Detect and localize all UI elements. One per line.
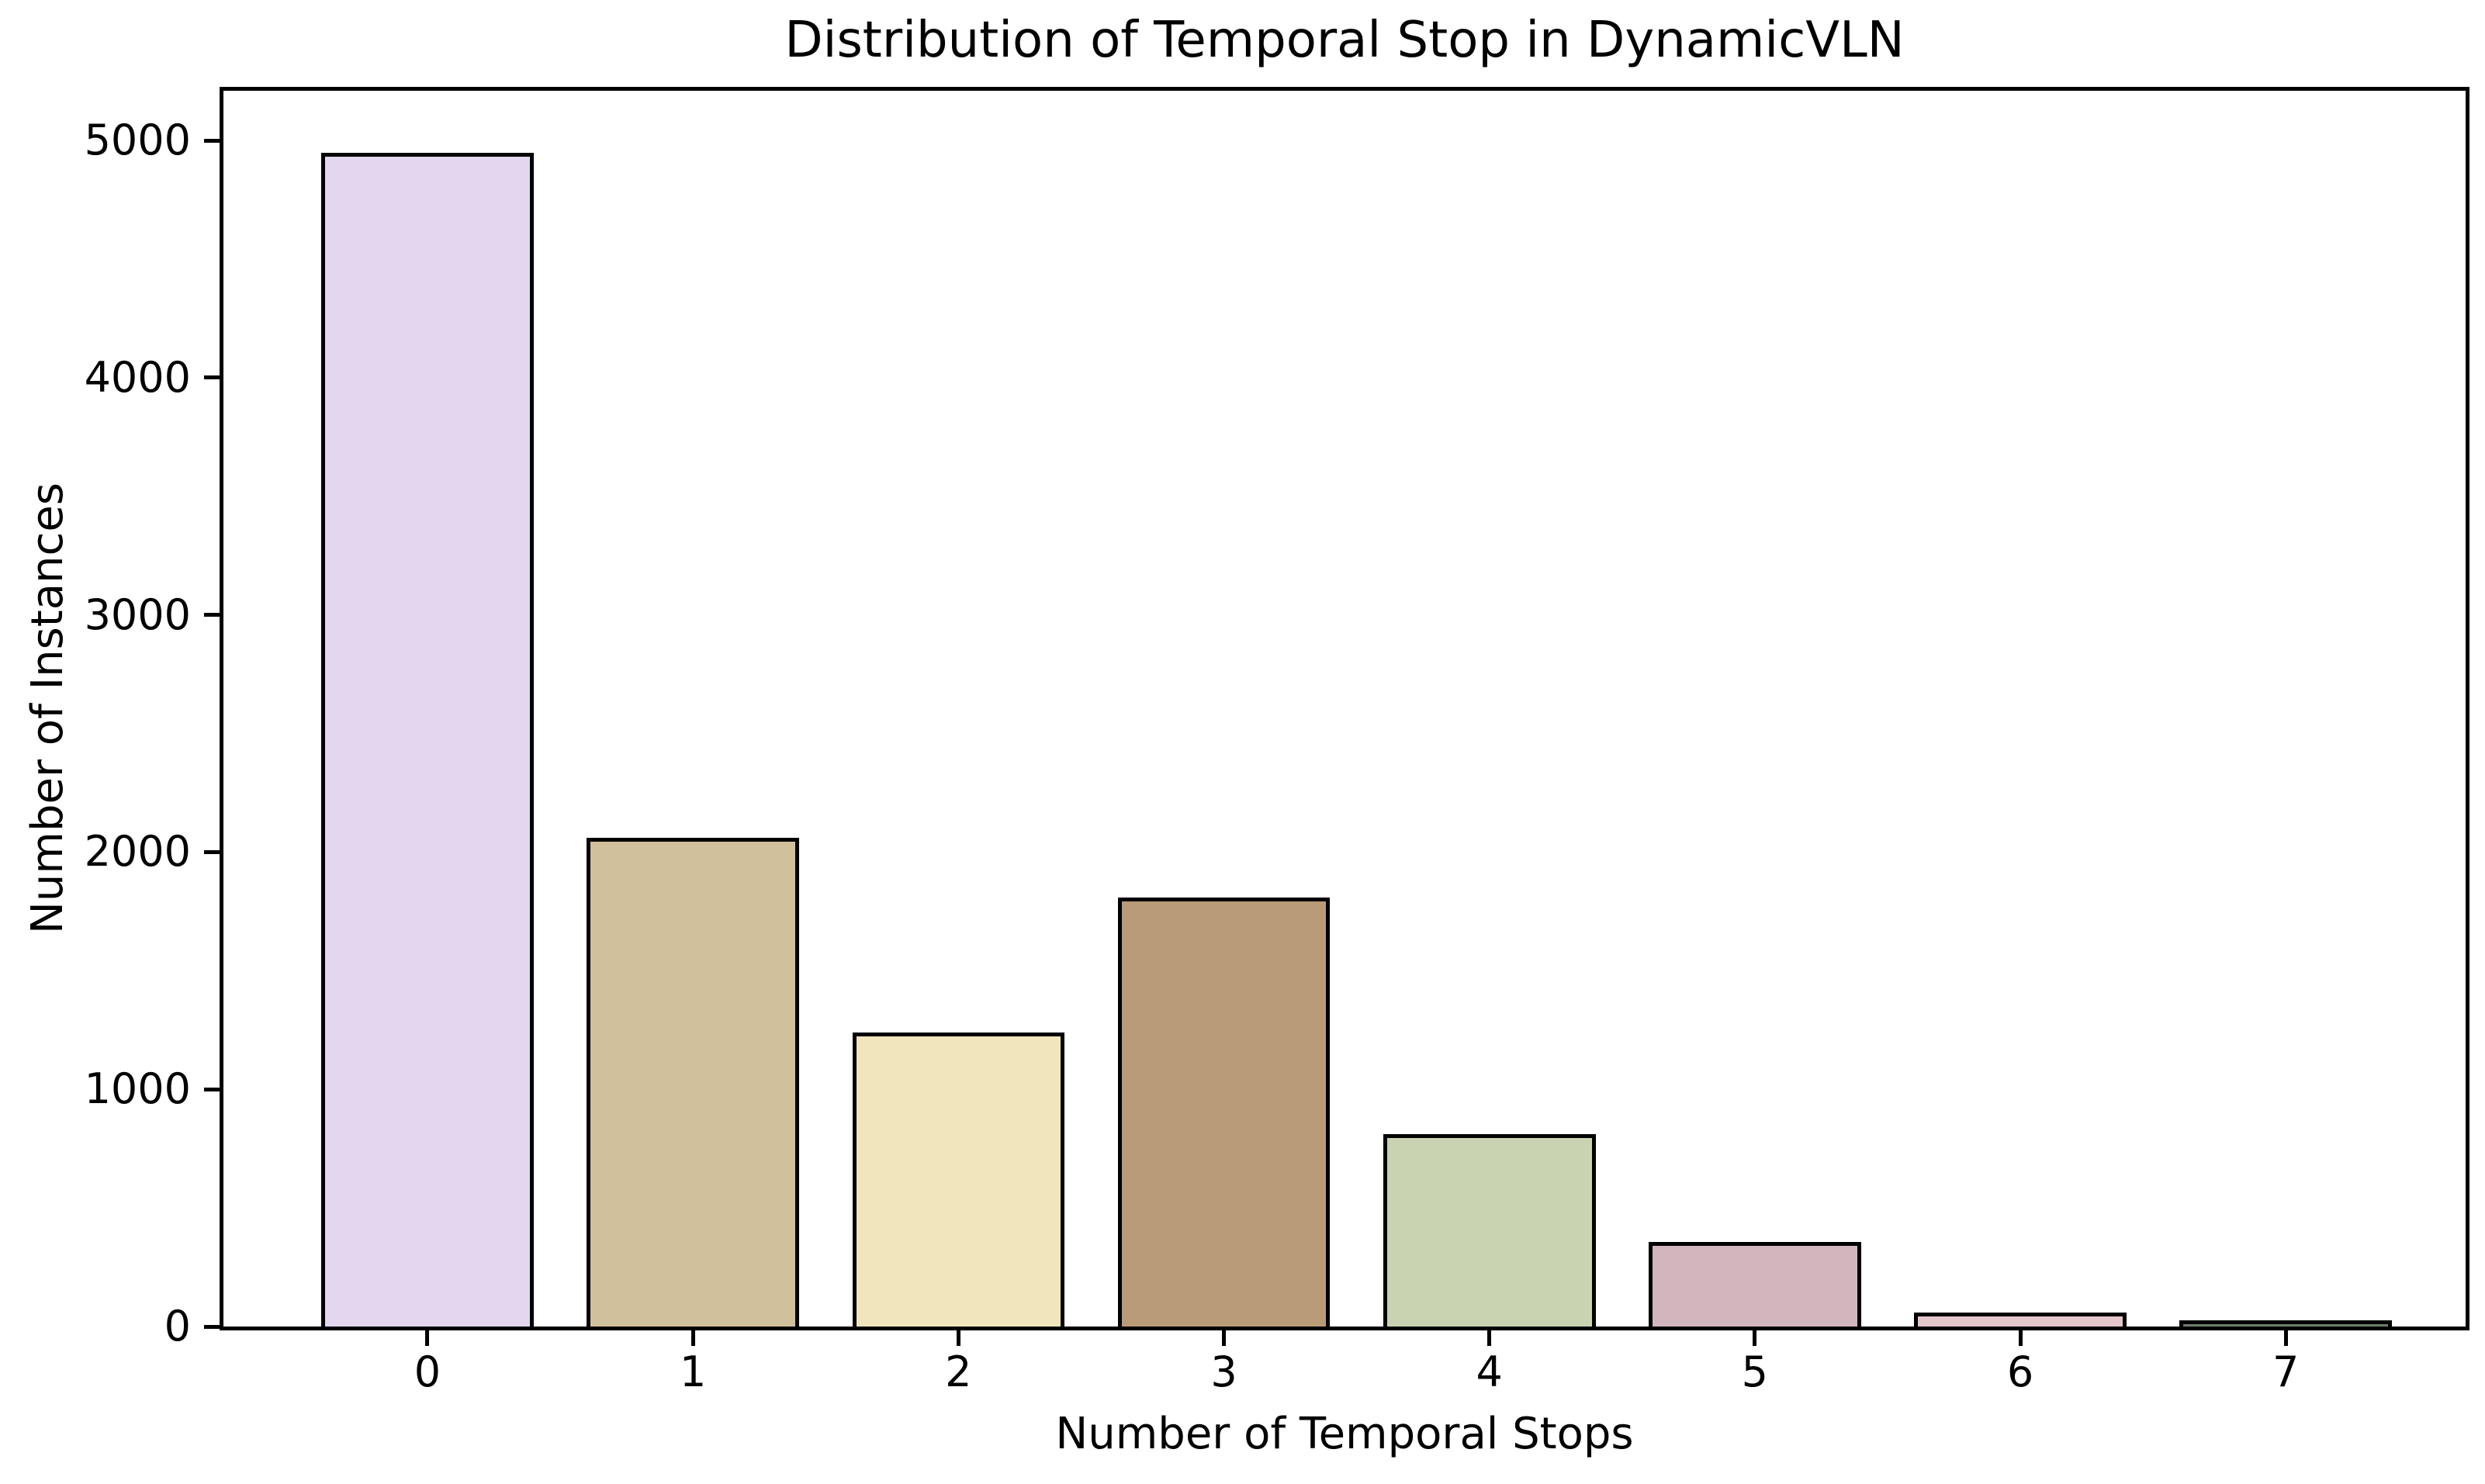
x-axis-label: Number of Temporal Stops bbox=[1055, 1409, 1634, 1459]
y-tick-label: 1000 bbox=[84, 1064, 191, 1114]
x-tick-mark bbox=[425, 1330, 430, 1346]
bar-2 bbox=[852, 1032, 1065, 1327]
chart-title: Distribution of Temporal Stop in Dynamic… bbox=[784, 12, 1905, 69]
x-tick-label: 4 bbox=[1476, 1347, 1503, 1396]
x-tick-mark bbox=[2018, 1330, 2023, 1346]
x-tick-label: 1 bbox=[679, 1347, 707, 1396]
plot-area: 0 1000 2000 3000 4000 5000 0 1 2 3 4 5 6 7 bbox=[85, 87, 2469, 1393]
bar-5 bbox=[1649, 1242, 1861, 1327]
y-tick-mark bbox=[204, 1324, 220, 1329]
x-tick-label: 6 bbox=[2006, 1347, 2034, 1396]
x-tick-mark bbox=[1753, 1330, 1757, 1346]
x-tick-mark bbox=[2283, 1330, 2288, 1346]
bar-7 bbox=[2179, 1320, 2393, 1327]
x-tick-label: 0 bbox=[414, 1347, 441, 1396]
y-tick-label: 0 bbox=[164, 1302, 191, 1351]
bar-0 bbox=[321, 152, 534, 1327]
y-tick-mark bbox=[204, 849, 220, 854]
x-tick-mark bbox=[690, 1330, 695, 1346]
y-tick-mark bbox=[204, 613, 220, 617]
y-tick-label: 3000 bbox=[84, 590, 191, 639]
y-tick-label: 4000 bbox=[84, 352, 191, 402]
y-axis-label: Number of Instances bbox=[22, 483, 74, 934]
bar-4 bbox=[1383, 1134, 1596, 1327]
x-tick-mark bbox=[956, 1330, 960, 1346]
x-tick-label: 3 bbox=[1210, 1347, 1237, 1396]
y-tick-label: 2000 bbox=[84, 827, 191, 877]
y-tick-mark bbox=[204, 375, 220, 380]
x-tick-label: 5 bbox=[1741, 1347, 1769, 1396]
x-tick-mark bbox=[1487, 1330, 1492, 1346]
bar-3 bbox=[1117, 897, 1331, 1327]
y-tick-mark bbox=[204, 1087, 220, 1091]
bar-1 bbox=[587, 838, 799, 1327]
y-tick-mark bbox=[204, 138, 220, 143]
x-tick-label: 2 bbox=[945, 1347, 972, 1396]
bar-6 bbox=[1914, 1312, 2127, 1327]
x-tick-label: 7 bbox=[2272, 1347, 2300, 1396]
x-tick-mark bbox=[1222, 1330, 1227, 1346]
y-tick-label: 5000 bbox=[84, 116, 191, 165]
